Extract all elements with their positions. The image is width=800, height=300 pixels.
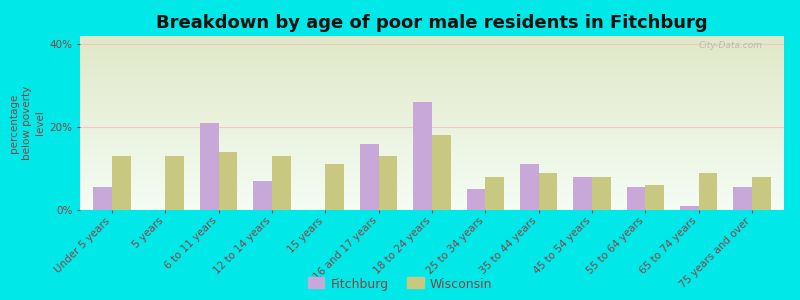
Bar — [734, 187, 752, 210]
Bar — [218, 152, 238, 210]
Bar — [520, 164, 538, 210]
Bar — [200, 123, 218, 210]
Bar — [326, 164, 344, 210]
Text: City-Data.com: City-Data.com — [699, 41, 763, 50]
Bar — [680, 206, 698, 210]
Bar — [698, 173, 718, 210]
Bar — [378, 156, 398, 210]
Bar — [254, 181, 272, 210]
Bar — [486, 177, 504, 210]
Bar — [574, 177, 592, 210]
Legend: Fitchburg, Wisconsin: Fitchburg, Wisconsin — [308, 278, 492, 291]
Bar — [272, 156, 290, 210]
Bar — [432, 135, 450, 210]
Bar — [466, 189, 486, 210]
Title: Breakdown by age of poor male residents in Fitchburg: Breakdown by age of poor male residents … — [156, 14, 708, 32]
Bar — [112, 156, 130, 210]
Bar — [414, 102, 432, 210]
Bar — [94, 187, 112, 210]
Bar — [752, 177, 770, 210]
Y-axis label: percentage
below poverty
level: percentage below poverty level — [9, 86, 45, 160]
Bar — [166, 156, 184, 210]
Bar — [626, 187, 646, 210]
Bar — [646, 185, 664, 210]
Bar — [538, 173, 558, 210]
Bar — [360, 144, 378, 210]
Bar — [592, 177, 610, 210]
